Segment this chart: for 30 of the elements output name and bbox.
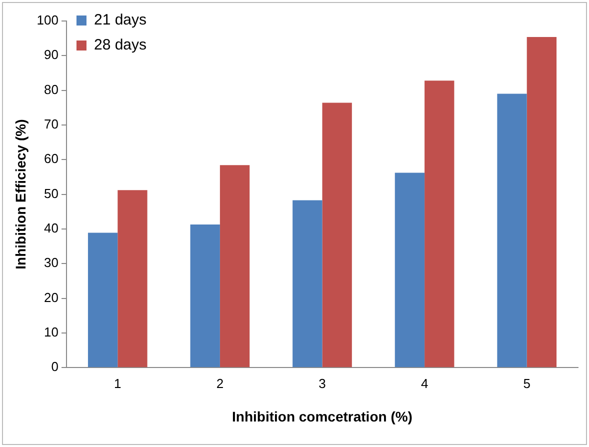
bar	[118, 190, 148, 368]
bar	[424, 80, 454, 368]
x-axis-title: Inhibition comcetration (%)	[232, 408, 412, 424]
y-tick-label: 0	[51, 359, 58, 374]
bar	[497, 94, 527, 368]
y-tick-label: 50	[44, 186, 58, 201]
x-tick-label: 1	[114, 376, 122, 391]
bar	[322, 102, 352, 368]
legend-label: 28 days	[94, 36, 147, 54]
y-tick-label: 70	[44, 116, 58, 132]
x-tick-label: 3	[318, 376, 326, 391]
y-tick-label: 90	[44, 47, 58, 62]
y-tick-label: 40	[44, 220, 58, 236]
y-tick-label: 60	[44, 151, 58, 166]
y-tick-label: 80	[44, 82, 58, 97]
y-tick-label: 20	[44, 290, 58, 305]
bar	[190, 224, 220, 368]
bar	[526, 36, 557, 368]
bar	[394, 172, 425, 368]
y-axis-title: Inhibition Efficiecy (%)	[12, 119, 28, 270]
bar	[88, 232, 118, 368]
x-tick-label: 2	[216, 376, 224, 391]
y-tick-label: 30	[44, 255, 58, 270]
legend-label: 21 days	[94, 12, 147, 29]
x-tick-label: 4	[420, 376, 428, 391]
x-tick-label: 5	[523, 376, 530, 391]
bar	[292, 200, 322, 368]
bar	[220, 165, 250, 368]
y-tick-label: 10	[44, 324, 58, 340]
y-tick-label: 100	[36, 12, 58, 28]
